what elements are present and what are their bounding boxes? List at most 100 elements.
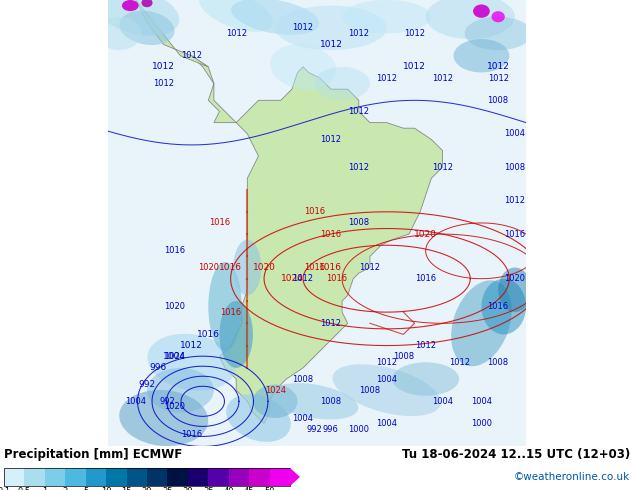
Text: 1012: 1012 [320, 135, 342, 144]
Text: 1012: 1012 [226, 29, 247, 38]
Text: 1016: 1016 [181, 430, 202, 439]
Text: 1012: 1012 [505, 196, 526, 205]
Text: 1012: 1012 [488, 74, 508, 82]
Text: 1016: 1016 [197, 330, 220, 339]
Text: 1024: 1024 [164, 352, 185, 361]
Bar [269, 468, 290, 486]
Bar [4, 468, 290, 486]
Text: 1016: 1016 [326, 274, 347, 283]
Text: 10: 10 [101, 487, 112, 490]
Ellipse shape [119, 11, 174, 45]
Text: 1020: 1020 [198, 263, 219, 272]
Polygon shape [290, 468, 300, 486]
Ellipse shape [270, 383, 358, 419]
Text: 1012: 1012 [348, 29, 369, 38]
Text: 1016: 1016 [320, 230, 342, 239]
Ellipse shape [219, 301, 253, 368]
Text: 1004: 1004 [376, 374, 397, 384]
Text: Tu 18-06-2024 12..15 UTC (12+03): Tu 18-06-2024 12..15 UTC (12+03) [402, 448, 630, 461]
Bar [229, 468, 249, 486]
Text: 1012: 1012 [404, 29, 425, 38]
Text: 1008: 1008 [488, 96, 508, 105]
Bar [209, 468, 229, 486]
Ellipse shape [451, 280, 512, 366]
Ellipse shape [275, 5, 387, 50]
Text: ©weatheronline.co.uk: ©weatheronline.co.uk [514, 472, 630, 482]
Text: 1016: 1016 [504, 230, 526, 239]
Ellipse shape [199, 0, 273, 32]
Ellipse shape [453, 39, 509, 73]
Bar [86, 468, 106, 486]
Text: 1016: 1016 [164, 246, 185, 255]
Text: 1008: 1008 [292, 374, 314, 384]
Text: 25: 25 [162, 487, 172, 490]
Polygon shape [191, 56, 443, 423]
Ellipse shape [97, 17, 141, 50]
Text: 1004: 1004 [376, 419, 397, 428]
Text: 1020: 1020 [505, 274, 526, 283]
Ellipse shape [226, 394, 291, 442]
Text: 1008: 1008 [504, 163, 526, 172]
Text: 1008: 1008 [488, 358, 508, 367]
Text: 1012: 1012 [449, 358, 470, 367]
Text: 1016: 1016 [415, 274, 436, 283]
Text: 15: 15 [121, 487, 132, 490]
Text: 1020: 1020 [164, 402, 185, 412]
Text: 1004: 1004 [471, 397, 492, 406]
Text: 1012: 1012 [432, 163, 453, 172]
Bar [106, 468, 127, 486]
Bar [4, 468, 25, 486]
Text: 1012: 1012 [180, 341, 203, 350]
Ellipse shape [473, 4, 490, 18]
Text: 1008: 1008 [359, 386, 380, 394]
Text: 1012: 1012 [153, 79, 174, 88]
Ellipse shape [270, 44, 336, 90]
Text: 1: 1 [42, 487, 48, 490]
Text: 1016: 1016 [304, 263, 325, 272]
Ellipse shape [122, 0, 139, 11]
Ellipse shape [465, 17, 531, 50]
Text: 1000: 1000 [471, 419, 492, 428]
Ellipse shape [147, 368, 214, 413]
Text: 992: 992 [306, 425, 322, 434]
Text: 1016: 1016 [304, 207, 325, 216]
Text: 1020: 1020 [252, 263, 276, 272]
Text: 1012: 1012 [376, 358, 397, 367]
Bar [188, 468, 209, 486]
Text: 1020: 1020 [414, 230, 437, 239]
Text: 1008: 1008 [393, 352, 414, 361]
Ellipse shape [119, 390, 208, 446]
Text: 1012: 1012 [152, 62, 175, 72]
Text: 1012: 1012 [348, 107, 369, 116]
Ellipse shape [231, 0, 319, 35]
Text: 1008: 1008 [320, 397, 342, 406]
Text: 1004: 1004 [164, 352, 186, 361]
Ellipse shape [314, 67, 370, 100]
Text: 992: 992 [138, 380, 155, 389]
Ellipse shape [332, 364, 441, 416]
Text: 1012: 1012 [415, 341, 436, 350]
Ellipse shape [342, 0, 431, 33]
Text: 1012: 1012 [320, 319, 342, 328]
Text: 1012: 1012 [359, 263, 380, 272]
Text: 996: 996 [323, 425, 339, 434]
Text: 1012: 1012 [320, 40, 342, 49]
Bar [45, 468, 65, 486]
Text: 1024: 1024 [265, 386, 286, 394]
Text: 40: 40 [223, 487, 234, 490]
Text: 1012: 1012 [487, 62, 510, 72]
Text: 0.1: 0.1 [0, 487, 11, 490]
Text: 35: 35 [203, 487, 214, 490]
Text: 1004: 1004 [505, 129, 526, 138]
Ellipse shape [392, 362, 459, 396]
Text: 1012: 1012 [432, 74, 453, 82]
Text: 1004: 1004 [292, 414, 314, 422]
Text: 1016: 1016 [220, 308, 241, 317]
Bar [65, 468, 86, 486]
Text: 1016: 1016 [320, 263, 342, 272]
Ellipse shape [209, 262, 242, 351]
Ellipse shape [425, 0, 515, 39]
Text: 996: 996 [150, 364, 167, 372]
Text: 992: 992 [160, 397, 176, 406]
Text: 1016: 1016 [219, 263, 242, 272]
